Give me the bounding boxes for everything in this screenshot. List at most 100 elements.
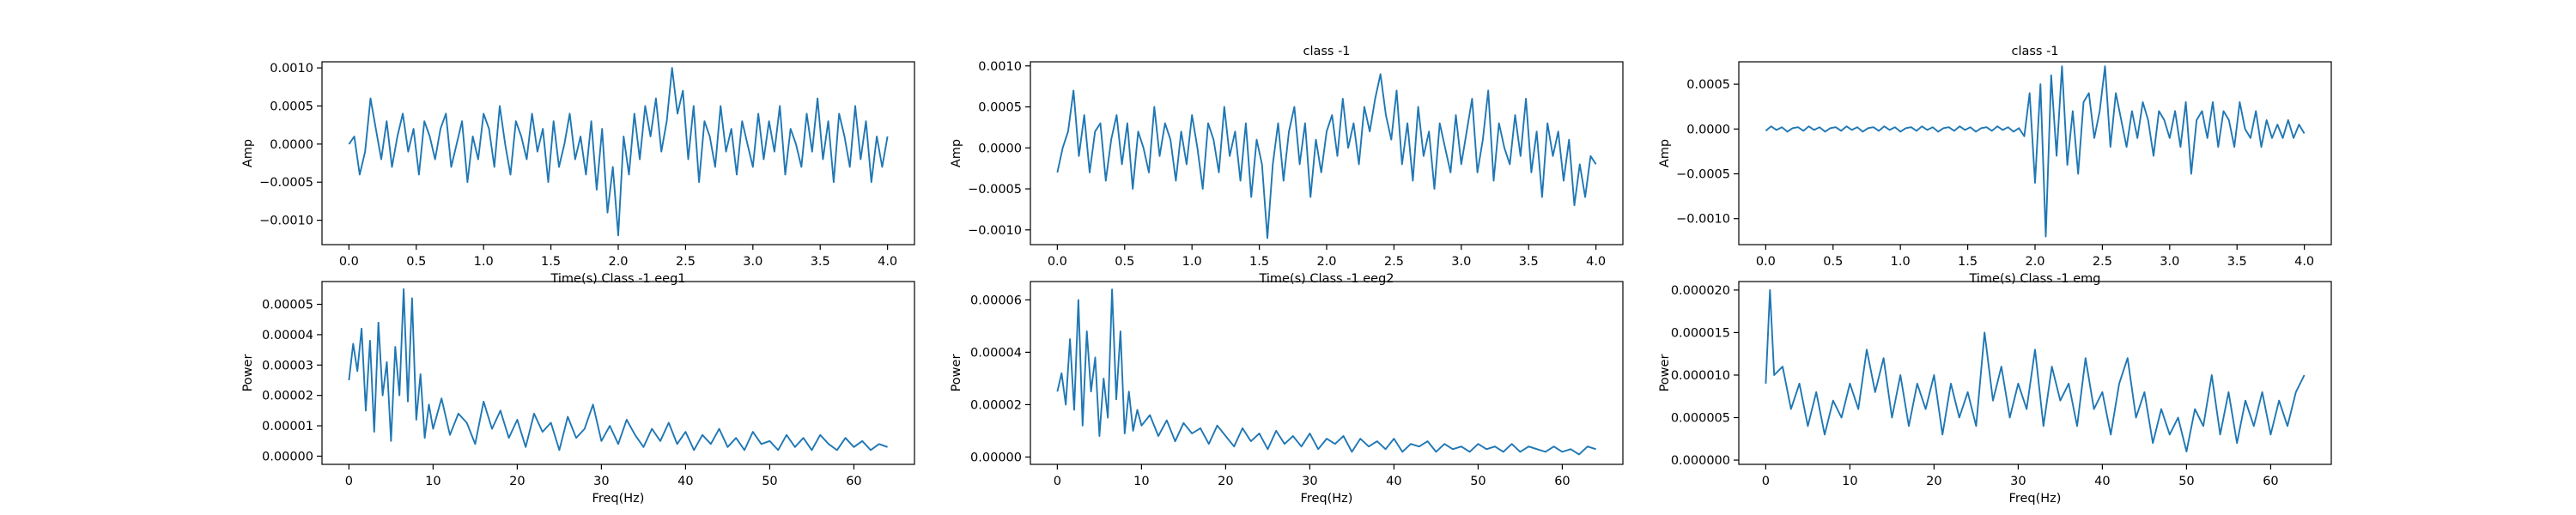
x-tick-label: 3.5 (1519, 255, 1539, 269)
x-tick-label: 0.0 (339, 255, 359, 269)
y-tick-label: 0.0000 (270, 138, 313, 152)
x-tick-label: 0 (345, 475, 353, 488)
y-axis-label: Power (950, 354, 963, 392)
x-tick-label: 1.0 (474, 255, 494, 269)
series-line (1765, 65, 2306, 238)
x-axis-label: Time(s) Class -1 emg (1968, 272, 2100, 286)
x-tick-label: 1.5 (1249, 255, 1269, 269)
x-tick-label: 20 (1926, 475, 1941, 488)
x-tick-label: 4.0 (878, 255, 897, 269)
y-tick-label: 0.00002 (970, 398, 1022, 412)
x-tick-label: 10 (1842, 475, 1857, 488)
x-tick-label: 0.5 (1823, 255, 1843, 269)
x-tick-label: 1.0 (1182, 255, 1202, 269)
x-tick-label: 60 (1554, 475, 1570, 488)
y-tick-label: 0.000015 (1671, 326, 1730, 340)
x-tick-label: 1.5 (541, 255, 561, 269)
x-tick-label: 40 (677, 475, 693, 488)
y-tick-label: 0.000005 (1671, 412, 1730, 426)
subplot-title: class -1 (2011, 45, 2058, 58)
y-tick-label: 0.00006 (970, 294, 1022, 307)
y-tick-label: 0.000000 (1671, 454, 1730, 468)
x-tick-label: 3.5 (2227, 255, 2247, 269)
x-axis-label: Time(s) Class -1 eeg2 (1258, 272, 1394, 286)
y-tick-label: 0.00004 (970, 346, 1022, 360)
y-tick-label: 0.0005 (978, 101, 1022, 115)
x-tick-label: 3.0 (1451, 255, 1471, 269)
x-tick-label: 0 (1762, 475, 1770, 488)
x-tick-label: 10 (425, 475, 440, 488)
x-axis-label: Time(s) Class -1 eeg1 (550, 272, 685, 286)
x-tick-label: 0.0 (1756, 255, 1776, 269)
subplot-5: 0 10 20 30 40 50 60 0.00000 0.00002 0.00004 0.0000… (950, 281, 1624, 506)
y-axis-label: Power (241, 354, 255, 392)
y-axis-label: Amp (950, 139, 963, 167)
x-tick-label: 10 (1133, 475, 1149, 488)
y-tick-label: −0.0005 (968, 183, 1022, 197)
x-tick-label: 4.0 (2294, 255, 2314, 269)
y-tick-label: 0.0000 (1686, 123, 1730, 136)
x-tick-label: 0.5 (1115, 255, 1134, 269)
y-tick-label: 0.0005 (270, 100, 313, 113)
x-tick-label: 30 (1302, 475, 1317, 488)
x-tick-label: 1.0 (1891, 255, 1911, 269)
x-axis-label: Freq(Hz) (592, 492, 645, 506)
x-tick-label: 20 (509, 475, 525, 488)
x-tick-label: 20 (1218, 475, 1233, 488)
x-tick-label: 50 (762, 475, 777, 488)
y-tick-label: 0.0005 (1686, 78, 1730, 92)
x-tick-label: 40 (2094, 475, 2110, 488)
x-tick-label: 2.0 (608, 255, 628, 269)
x-tick-label: 0 (1054, 475, 1061, 488)
series-line (1056, 288, 1596, 456)
axes-frame (1030, 281, 1624, 465)
x-axis-label: Freq(Hz) (2009, 492, 2062, 506)
y-tick-label: 0.0010 (270, 62, 313, 76)
subplot-3: 0.0 0.5 1.0 1.5 2.0 2.5 3.0 3.5 4.0 −0.0010 −0.000… (1658, 45, 2332, 286)
y-tick-label: 0.00000 (262, 450, 313, 464)
axes-frame (321, 281, 915, 465)
y-tick-label: 0.000020 (1671, 284, 1730, 298)
y-tick-label: −0.0010 (968, 224, 1022, 238)
x-tick-label: 3.5 (811, 255, 830, 269)
x-tick-label: 2.5 (1384, 255, 1404, 269)
y-tick-label: 0.00004 (262, 329, 313, 342)
x-tick-label: 2.0 (1316, 255, 1336, 269)
x-tick-label: 3.0 (743, 255, 762, 269)
subplot-1: 0.0 0.5 1.0 1.5 2.0 2.5 3.0 3.5 4.0 −0.0010 −0.000… (241, 61, 915, 286)
x-tick-label: 60 (846, 475, 861, 488)
y-tick-label: 0.00001 (262, 420, 313, 433)
series-line (348, 288, 888, 451)
axes-frame (321, 61, 915, 245)
x-tick-label: 40 (1386, 475, 1401, 488)
y-tick-label: 0.00000 (970, 451, 1022, 464)
x-tick-label: 0.0 (1048, 255, 1067, 269)
x-tick-label: 2.5 (676, 255, 696, 269)
subplot-2: 0.0 0.5 1.0 1.5 2.0 2.5 3.0 3.5 4.0 −0.0010 −0.000… (950, 45, 1624, 286)
y-tick-label: 0.0000 (978, 142, 1022, 155)
axes-frame (1738, 281, 2332, 465)
subplot-4: 0 10 20 30 40 50 60 0.00000 0.00001 0.00002 0.0000… (241, 281, 915, 506)
y-tick-label: −0.0005 (259, 176, 313, 190)
x-tick-label: 50 (2178, 475, 2194, 488)
y-tick-label: 0.000010 (1671, 369, 1730, 383)
y-tick-label: 0.0010 (978, 60, 1022, 74)
y-axis-label: Amp (241, 139, 255, 167)
series-line (1056, 73, 1597, 239)
x-axis-label: Freq(Hz) (1301, 492, 1353, 506)
x-tick-label: 2.0 (2025, 255, 2044, 269)
y-tick-label: −0.0005 (1676, 168, 1730, 182)
y-tick-label: 0.00003 (262, 359, 313, 373)
y-tick-label: −0.0010 (1676, 213, 1730, 227)
y-tick-label: 0.00002 (262, 390, 313, 403)
y-tick-label: 0.00005 (262, 299, 313, 312)
axes-frame (1738, 61, 2332, 245)
x-tick-label: 0.5 (406, 255, 426, 269)
subplot-6: 0 10 20 30 40 50 60 0.000000 0.000005 0.000010 0.0… (1658, 281, 2332, 506)
x-tick-label: 30 (593, 475, 609, 488)
series-line (1765, 288, 2306, 453)
x-tick-label: 2.5 (2093, 255, 2112, 269)
y-tick-label: −0.0010 (259, 215, 313, 228)
x-tick-label: 1.5 (1958, 255, 1978, 269)
subplot-title: class -1 (1303, 45, 1350, 58)
